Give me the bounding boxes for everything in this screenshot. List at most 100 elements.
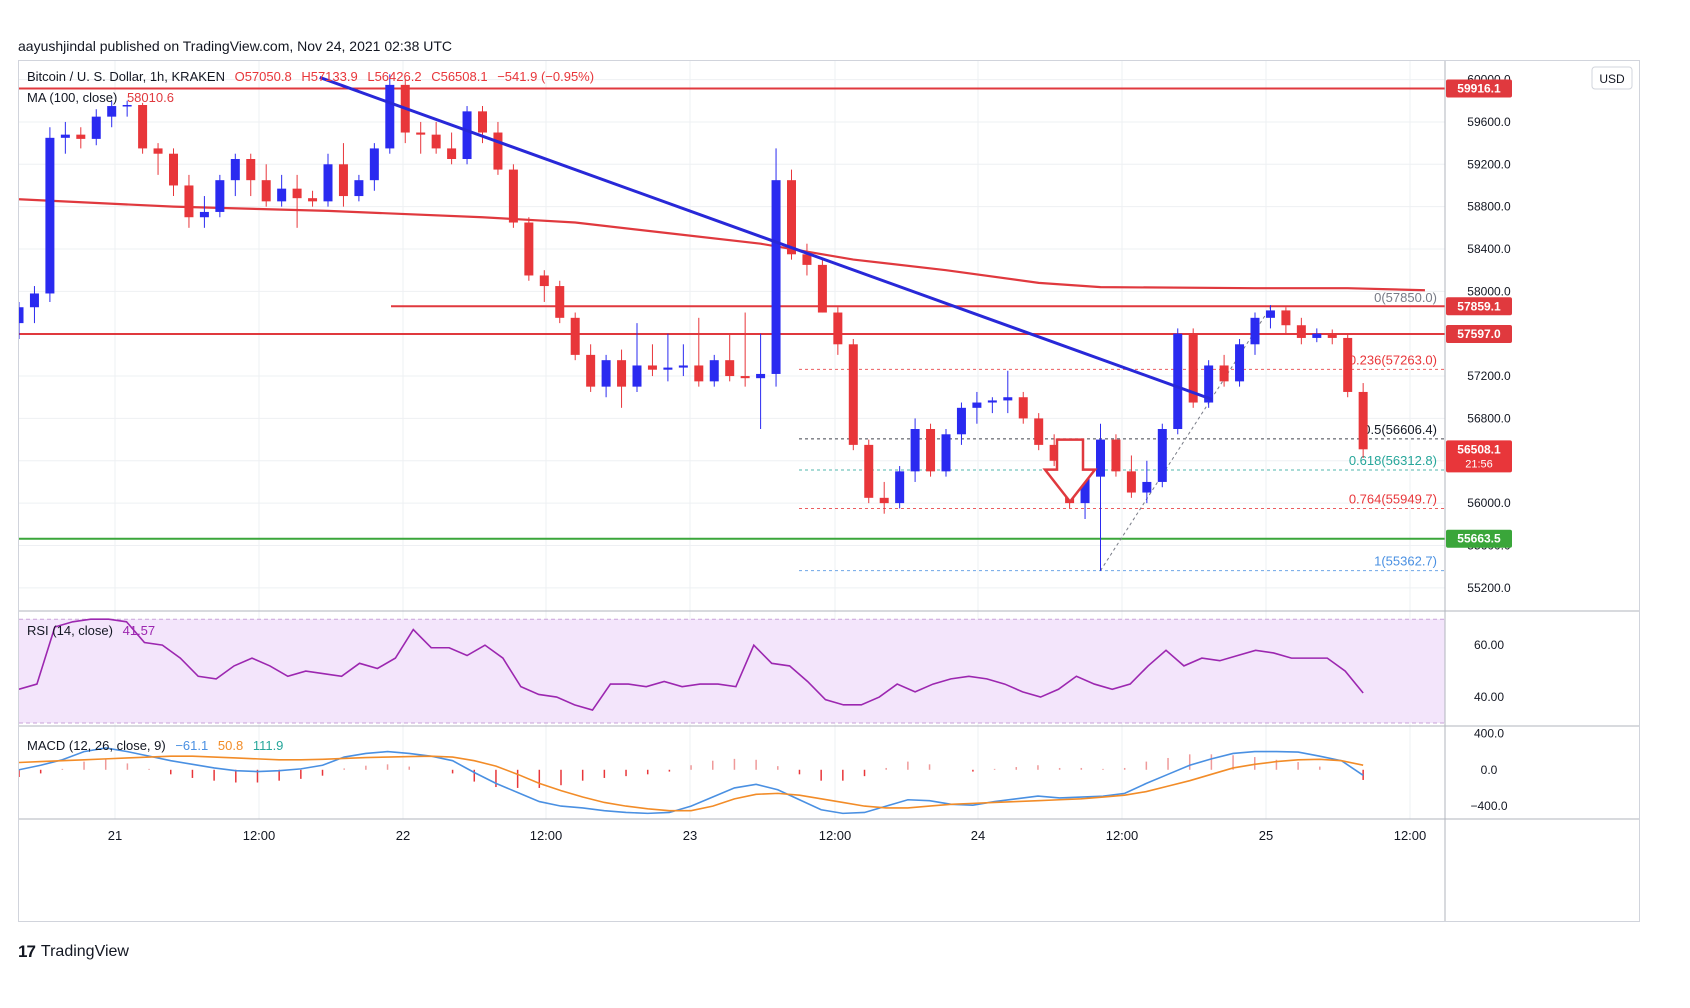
candle-body xyxy=(385,84,395,149)
candle-body xyxy=(138,105,148,149)
candle-body xyxy=(45,137,55,294)
candle-body xyxy=(493,132,503,170)
candle xyxy=(895,466,905,509)
candle xyxy=(555,280,565,324)
candle-body xyxy=(539,275,549,287)
candle xyxy=(122,100,132,117)
candle-body xyxy=(1157,429,1167,482)
x-tick-label: 23 xyxy=(683,828,697,843)
candle-body xyxy=(1265,310,1275,318)
legend-symbol: Bitcoin / U. S. Dollar, 1h, KRAKEN xyxy=(27,69,225,84)
currency-label: USD xyxy=(1599,72,1625,86)
tradingview-chart[interactable]: 0(57850.0) 0.236(57263.0) 0.5(56606.4) 0.61… xyxy=(19,61,1639,921)
price-badge: 57597.0 xyxy=(1446,325,1512,344)
x-tick-label: 25 xyxy=(1259,828,1273,843)
candle-body xyxy=(694,365,704,382)
candle-body xyxy=(29,293,39,308)
candle xyxy=(215,174,225,218)
candle xyxy=(354,174,364,202)
candle xyxy=(740,312,750,387)
bearish-trendline xyxy=(319,76,1213,401)
y-tick-label: 58000.0 xyxy=(1467,284,1511,298)
candle xyxy=(586,344,596,392)
tradingview-mark-icon: 17 xyxy=(18,942,36,961)
candle-body xyxy=(1126,471,1136,493)
x-tick-label: 12:00 xyxy=(1394,828,1427,843)
candle xyxy=(416,121,426,154)
price-badge-countdown: 21:56 xyxy=(1465,458,1493,470)
candle xyxy=(926,423,936,477)
candle-body xyxy=(462,111,472,159)
candle xyxy=(230,153,240,197)
tradingview-logo[interactable]: 17 TradingView xyxy=(18,942,129,962)
candle-body xyxy=(354,180,364,197)
candle xyxy=(508,164,518,228)
candle-body xyxy=(246,159,256,181)
price-badge-bg xyxy=(1446,529,1512,548)
fib-level-label: 1(55362.7) xyxy=(1374,554,1437,569)
candle-body xyxy=(447,148,457,159)
fib-level-label: 0.5(56606.4) xyxy=(1363,422,1437,437)
candle xyxy=(864,439,874,504)
candle xyxy=(972,391,982,424)
candle xyxy=(1250,312,1260,355)
y-tick-label: 59600.0 xyxy=(1467,115,1511,129)
x-tick-label: 24 xyxy=(971,828,985,843)
legend-open: O57050.8 xyxy=(235,69,292,84)
rsi-tick-label: 60.00 xyxy=(1474,638,1504,652)
candle-body xyxy=(632,365,642,387)
macd-tick-label: 400.0 xyxy=(1474,726,1504,740)
price-badge: 56508.1 21:56 xyxy=(1446,440,1512,473)
x-tick-label: 12:00 xyxy=(1106,828,1139,843)
y-tick-label: 56800.0 xyxy=(1467,411,1511,425)
macd-tick-label: 0.0 xyxy=(1481,763,1498,777)
y-tick-label: 59200.0 xyxy=(1467,157,1511,171)
candle xyxy=(1173,328,1183,435)
candle-body xyxy=(431,134,441,149)
macd-line xyxy=(19,747,1364,815)
candle-body xyxy=(1034,418,1044,445)
x-tick-label: 22 xyxy=(396,828,410,843)
candle xyxy=(1157,423,1167,488)
candle xyxy=(941,429,951,477)
candle xyxy=(385,74,395,154)
svg-text:RSI (14, close) 41.57: RSI (14, close) 41.57 xyxy=(27,623,155,638)
legend-rsi-label: RSI (14, close) xyxy=(27,623,113,638)
candle-body xyxy=(169,153,178,186)
candle xyxy=(447,132,457,165)
candle xyxy=(462,106,472,165)
candle-body xyxy=(261,180,271,202)
macd-tick-label: −400.0 xyxy=(1470,799,1507,813)
down-arrow-icon xyxy=(1042,438,1098,504)
candle xyxy=(1358,383,1368,458)
candle-body xyxy=(1049,444,1059,461)
candle xyxy=(694,317,704,387)
x-tick-label: 12:00 xyxy=(819,828,852,843)
y-tick-label: 56000.0 xyxy=(1467,496,1511,510)
price-badge-label: 57859.1 xyxy=(1457,299,1501,313)
candle-body xyxy=(601,360,611,387)
currency-button[interactable]: USD xyxy=(1591,66,1633,90)
svg-text:Bitcoin / U. S. Dollar, 1h, KR: Bitcoin / U. S. Dollar, 1h, KRAKEN O5705… xyxy=(27,69,594,84)
candle-body xyxy=(230,159,240,181)
candle xyxy=(169,148,178,197)
price-badge-label: 56508.1 xyxy=(1457,442,1501,456)
candle-body xyxy=(617,360,627,387)
price-badge: 55663.5 xyxy=(1446,529,1512,548)
candle xyxy=(787,169,796,260)
candle xyxy=(1111,434,1121,477)
legend-low: L56426.2 xyxy=(367,69,421,84)
candle-body xyxy=(586,354,596,387)
fib-anchor-line xyxy=(1100,306,1271,571)
candle xyxy=(91,109,101,146)
price-badge-bg xyxy=(1446,440,1512,473)
candle-body xyxy=(910,429,920,472)
chart-frame[interactable]: 0(57850.0) 0.236(57263.0) 0.5(56606.4) 0.61… xyxy=(18,60,1640,922)
candle-body xyxy=(478,111,487,133)
candle xyxy=(493,121,503,175)
candle-body xyxy=(570,317,580,355)
candle-body xyxy=(1312,333,1322,338)
price-badge-label: 57597.0 xyxy=(1457,327,1501,341)
candle-body xyxy=(107,106,117,117)
price-badge-bg xyxy=(1446,325,1512,344)
